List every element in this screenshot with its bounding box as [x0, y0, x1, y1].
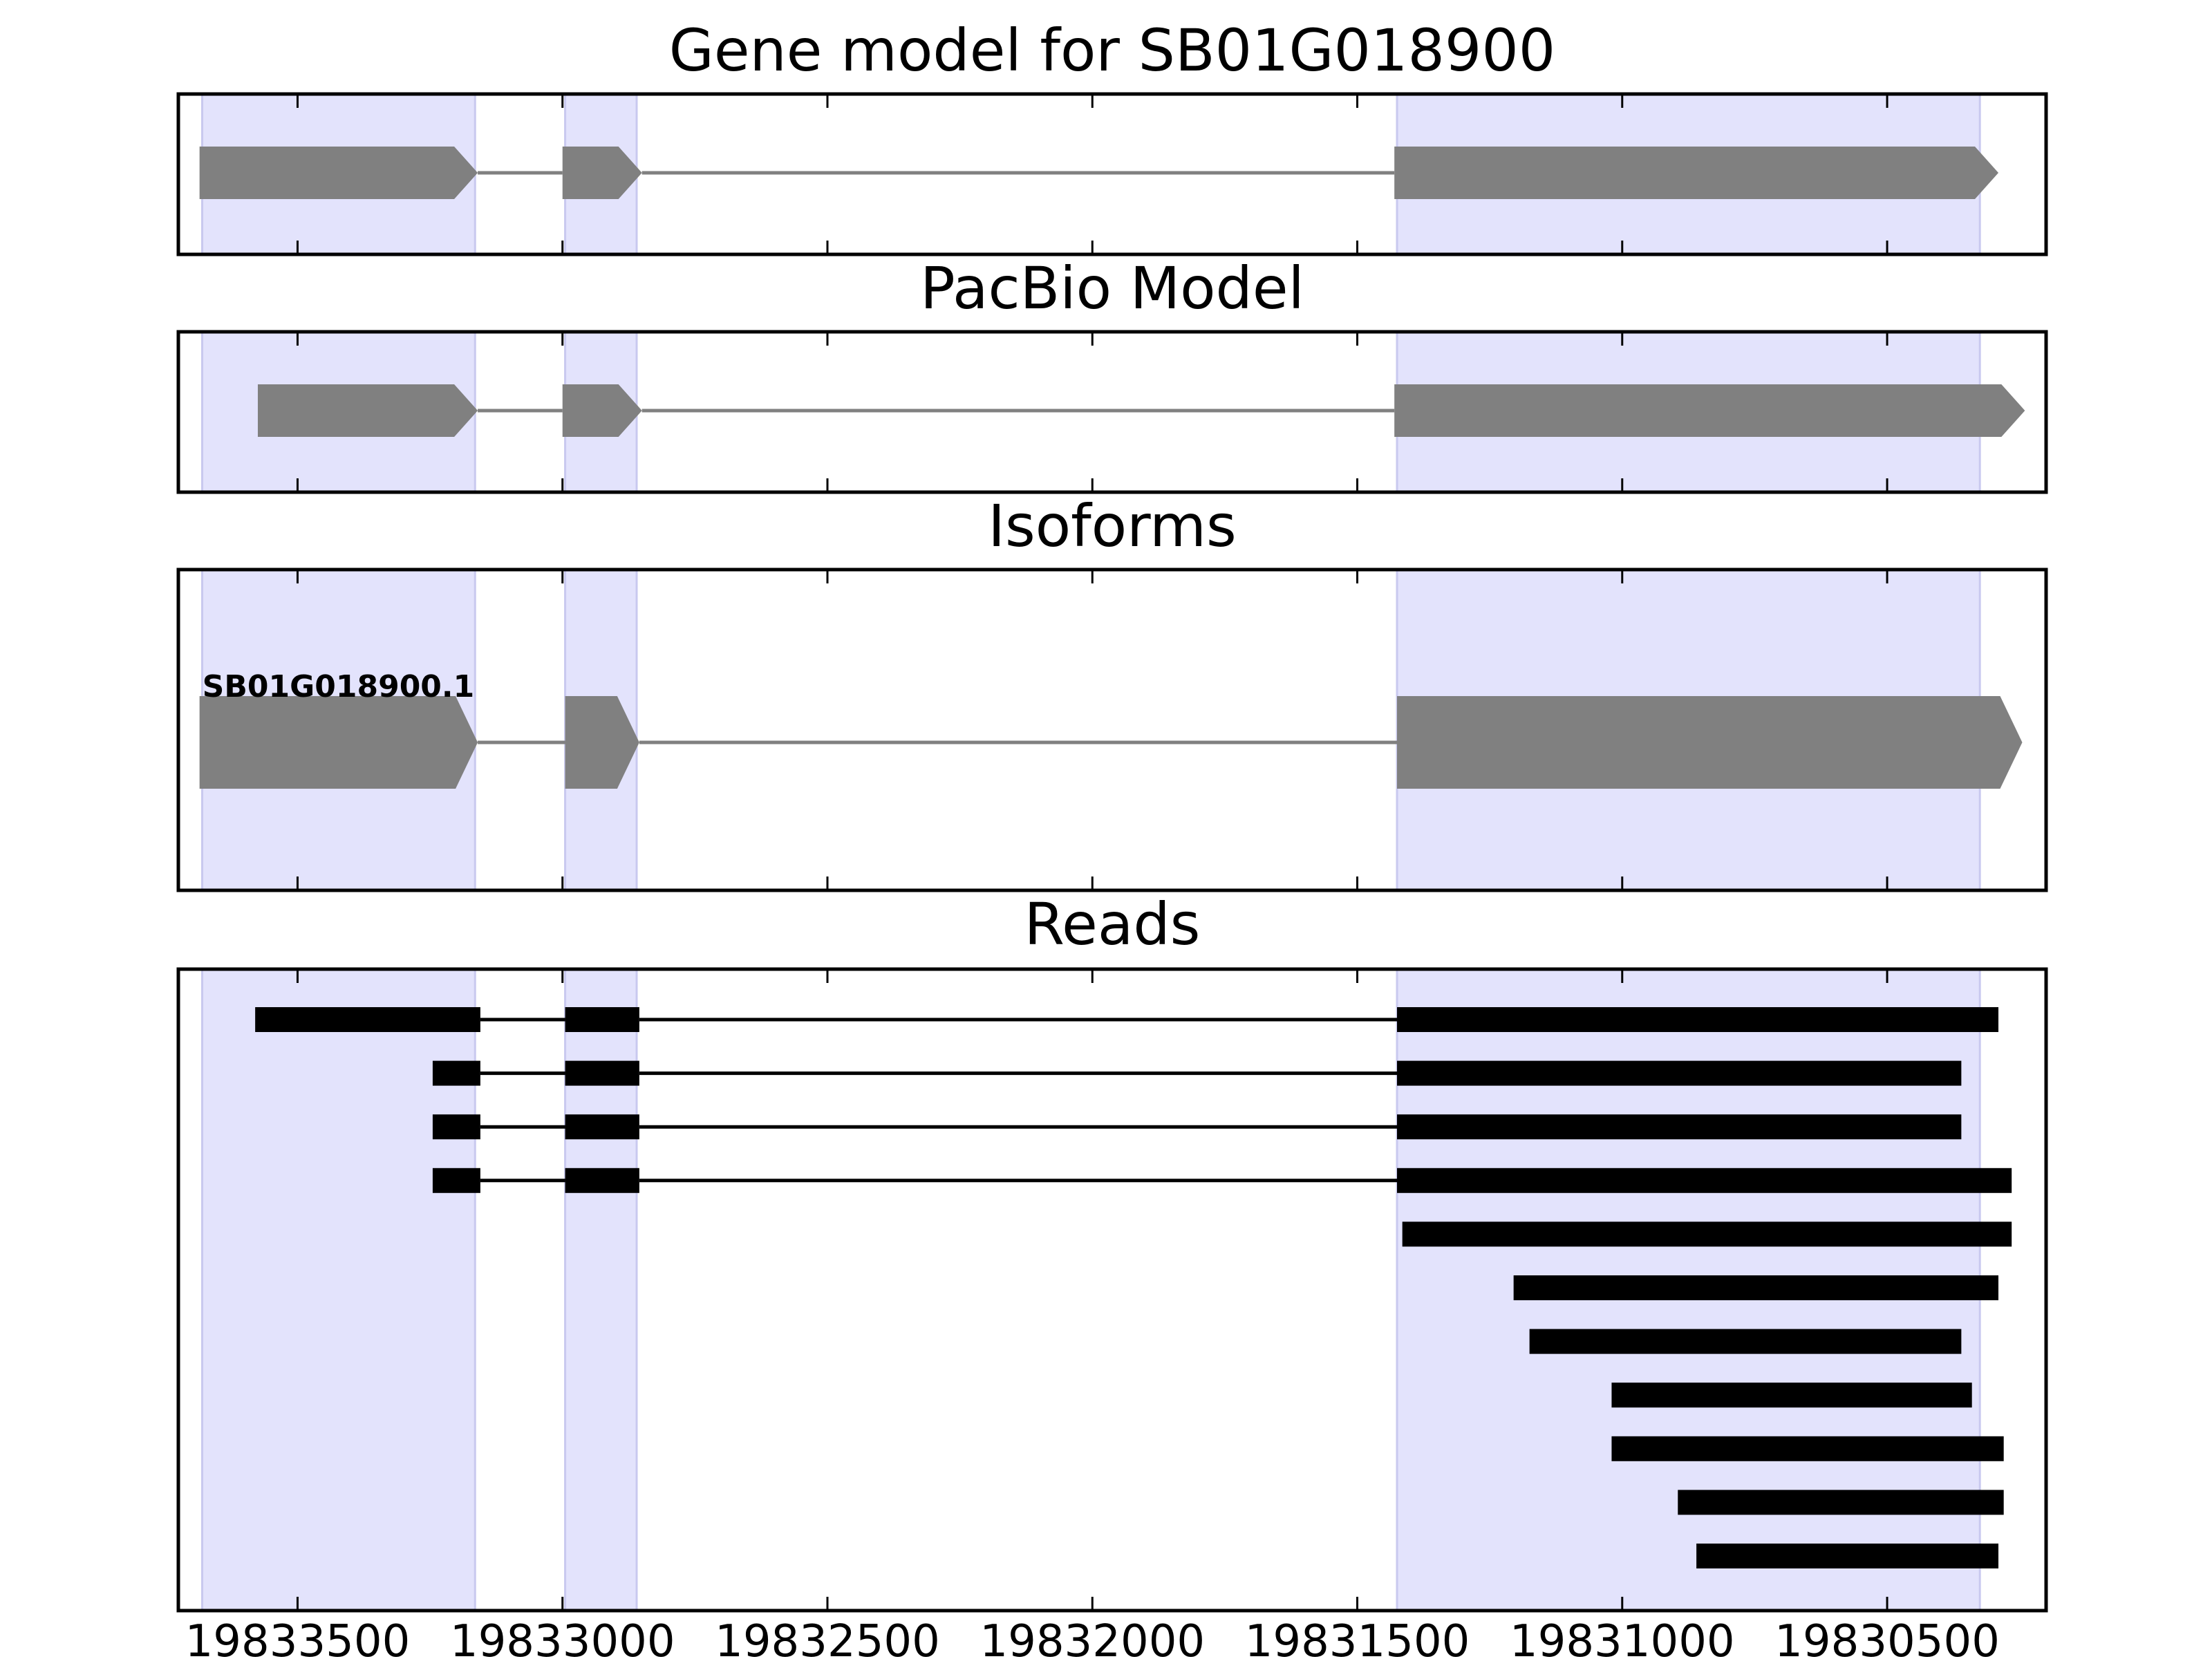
exon-block — [257, 384, 478, 437]
read-block — [1611, 1436, 2004, 1461]
read-10 — [1678, 1490, 2004, 1515]
exon-block — [562, 384, 642, 437]
exon-block — [1397, 696, 2023, 789]
exon-block — [1394, 384, 2025, 437]
read-block — [1611, 1382, 1972, 1408]
exon-block — [199, 147, 478, 199]
read-block — [565, 1168, 639, 1193]
read-block — [255, 1007, 480, 1032]
read-5 — [1402, 1221, 2012, 1247]
panel-frame — [176, 568, 2048, 892]
panel-3: Isoforms SB01G018900.1 — [176, 492, 2048, 892]
read-block — [1397, 1060, 1962, 1086]
read-block — [1513, 1275, 1999, 1300]
panel-frame — [176, 967, 2048, 1613]
read-3 — [432, 1114, 1962, 1140]
x-tick-label: 19832500 — [715, 1616, 940, 1659]
read-11 — [1696, 1544, 1999, 1568]
highlight-region — [200, 968, 476, 1612]
panel-2: PacBio Model — [176, 254, 2048, 494]
read-block — [1397, 1114, 1962, 1140]
x-tick-label: 19831500 — [1245, 1616, 1470, 1659]
isoform-label: SB01G018900.1 — [203, 669, 475, 704]
x-tick-label: 19833500 — [185, 1616, 411, 1659]
exon-block — [565, 696, 639, 789]
panel-frame — [176, 92, 2048, 256]
read-2 — [432, 1060, 1962, 1086]
x-tick-label: 19831000 — [1510, 1616, 1735, 1659]
panel-frame — [176, 330, 2048, 494]
read-1 — [255, 1007, 1999, 1032]
exon-block — [199, 696, 478, 789]
panel-1: Gene model for SB01G018900 — [176, 17, 2048, 256]
read-block — [565, 1007, 639, 1032]
read-4 — [432, 1168, 2012, 1193]
read-block — [1402, 1221, 2012, 1247]
panel-4: Reads — [176, 890, 2048, 1613]
panel-title: Reads — [1024, 890, 1201, 958]
x-tick-label: 19833000 — [450, 1616, 675, 1659]
read-block — [565, 1060, 639, 1086]
panels-layer: Gene model for SB01G018900 PacBio Model Is… — [176, 17, 2048, 1613]
x-tick-label: 19830500 — [1774, 1616, 2000, 1659]
read-6 — [1513, 1275, 1999, 1300]
read-block — [1678, 1490, 2004, 1515]
x-axis: 19833500 19833000 19832500 19832000 19831500… — [185, 1616, 2000, 1659]
read-7 — [1529, 1329, 1962, 1354]
read-block — [432, 1168, 480, 1193]
read-block — [432, 1114, 480, 1140]
panel-title: Gene model for SB01G018900 — [669, 17, 1555, 84]
read-block — [1696, 1544, 1999, 1568]
read-block — [565, 1114, 639, 1140]
read-block — [432, 1060, 480, 1086]
exon-block — [1394, 147, 1999, 199]
read-block — [1397, 1007, 1999, 1032]
read-block — [1529, 1329, 1962, 1354]
panel-title: Isoforms — [988, 492, 1237, 560]
x-tick-label: 19832000 — [980, 1616, 1205, 1659]
read-8 — [1611, 1382, 1972, 1408]
read-block — [1397, 1168, 2012, 1193]
panel-title: PacBio Model — [920, 254, 1304, 322]
exon-block — [562, 147, 642, 199]
read-9 — [1611, 1436, 2004, 1461]
